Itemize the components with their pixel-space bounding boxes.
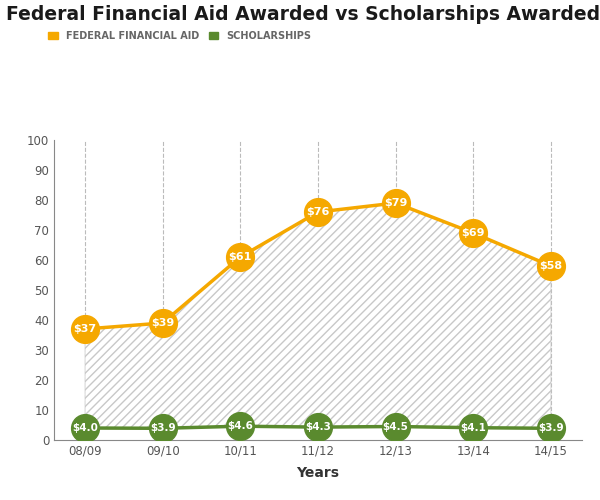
Text: $61: $61 — [229, 252, 252, 262]
Text: Federal Financial Aid Awarded vs Scholarships Awarded (in Millions): Federal Financial Aid Awarded vs Scholar… — [6, 5, 600, 24]
Text: $3.9: $3.9 — [150, 424, 176, 434]
Text: $4.3: $4.3 — [305, 422, 331, 432]
Text: $69: $69 — [461, 228, 485, 238]
Text: $37: $37 — [73, 324, 97, 334]
Text: $76: $76 — [307, 207, 329, 217]
Text: $58: $58 — [539, 261, 563, 271]
Text: $4.6: $4.6 — [227, 421, 253, 431]
Legend: FEDERAL FINANCIAL AID, SCHOLARSHIPS: FEDERAL FINANCIAL AID, SCHOLARSHIPS — [49, 31, 311, 41]
Text: $3.9: $3.9 — [538, 424, 564, 434]
Text: $4.5: $4.5 — [383, 422, 409, 432]
X-axis label: Years: Years — [296, 466, 340, 480]
Text: $79: $79 — [384, 198, 407, 208]
Text: $4.0: $4.0 — [72, 423, 98, 433]
Text: $39: $39 — [151, 318, 175, 328]
Text: $4.1: $4.1 — [460, 422, 486, 432]
